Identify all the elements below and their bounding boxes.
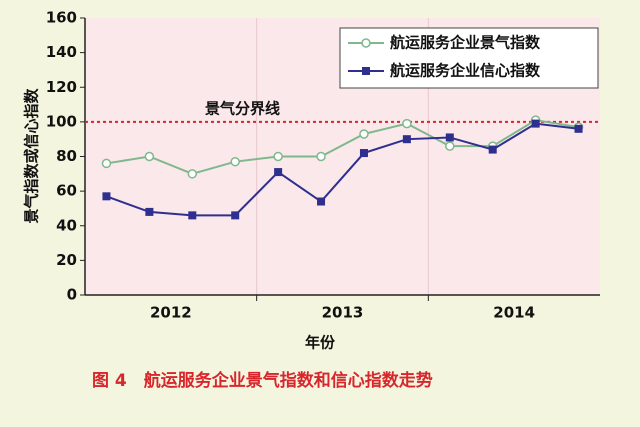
y-tick-label: 0 bbox=[67, 286, 77, 304]
legend-label: 航运服务企业景气指数 bbox=[390, 34, 541, 52]
point bbox=[402, 135, 411, 144]
point bbox=[274, 168, 283, 177]
point bbox=[316, 151, 326, 162]
point bbox=[402, 118, 412, 129]
y-tick-label: 120 bbox=[46, 78, 77, 96]
point bbox=[574, 124, 583, 133]
point bbox=[101, 158, 112, 169]
y-tick-label: 40 bbox=[56, 216, 77, 234]
y-axis-label: 景气指数或信心指数 bbox=[23, 88, 41, 224]
legend-label: 航运服务企业信心指数 bbox=[390, 62, 541, 80]
point bbox=[531, 119, 540, 128]
point bbox=[273, 151, 283, 162]
point bbox=[488, 145, 497, 154]
legend-marker bbox=[361, 38, 371, 48]
point bbox=[445, 141, 455, 151]
x-tick-label: 2013 bbox=[322, 304, 364, 322]
legend-marker bbox=[362, 67, 370, 75]
caption: 图 4 航运服务企业景气指数和信心指数走势 bbox=[92, 370, 433, 391]
point bbox=[102, 192, 111, 201]
x-tick-label: 2012 bbox=[150, 304, 192, 322]
y-tick-label: 100 bbox=[46, 112, 77, 130]
x-tick-label: 2014 bbox=[493, 304, 535, 322]
legend-box bbox=[339, 27, 599, 89]
point bbox=[144, 151, 155, 162]
y-tick-label: 60 bbox=[56, 182, 77, 200]
point bbox=[145, 207, 154, 216]
point bbox=[445, 133, 454, 142]
y-tick-label: 140 bbox=[46, 43, 77, 61]
point bbox=[188, 211, 197, 220]
y-tick-label: 80 bbox=[56, 147, 77, 165]
series-line bbox=[106, 122, 579, 217]
point bbox=[317, 197, 326, 206]
x-axis-label: 年份 bbox=[305, 334, 336, 352]
y-tick-label: 20 bbox=[56, 251, 77, 269]
point bbox=[187, 169, 198, 179]
point bbox=[230, 156, 240, 167]
point bbox=[359, 149, 368, 158]
reference-label: 景气分界线 bbox=[205, 99, 280, 117]
series-line bbox=[106, 119, 579, 175]
y-tick-label: 160 bbox=[46, 9, 77, 27]
point bbox=[231, 211, 240, 220]
point bbox=[359, 129, 369, 139]
